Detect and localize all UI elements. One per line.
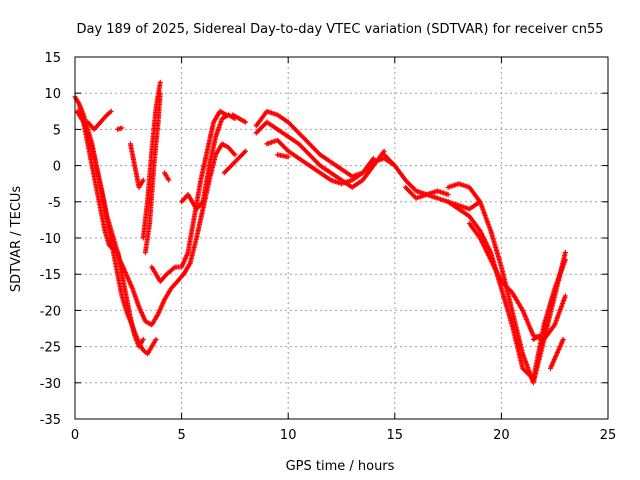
y-tick-label: 5 bbox=[53, 123, 61, 138]
data-point bbox=[166, 177, 172, 183]
data-point bbox=[108, 108, 114, 114]
x-tick-label: 0 bbox=[71, 428, 79, 443]
series-arc11 bbox=[179, 112, 238, 212]
y-tick-label: 15 bbox=[44, 51, 61, 66]
series-arc6 bbox=[127, 141, 146, 190]
axis-ticks: 0 5 10 15 20 25 15 10 5 0 -5 -10 -15 -20 -25 -30 -35 bbox=[40, 51, 617, 443]
y-tick-label: 10 bbox=[44, 87, 61, 102]
series-arc19 bbox=[402, 184, 451, 201]
data-point bbox=[562, 249, 568, 255]
series-arc21 bbox=[445, 199, 568, 382]
y-tick-label: -15 bbox=[40, 268, 61, 283]
series-arc10 bbox=[162, 170, 172, 183]
data-point bbox=[153, 336, 159, 342]
y-tick-label: -25 bbox=[40, 341, 61, 356]
data-point bbox=[243, 148, 249, 154]
data-point bbox=[537, 333, 543, 339]
series-arc4 bbox=[85, 108, 114, 132]
data-point bbox=[285, 154, 291, 160]
series-arc23 bbox=[530, 333, 543, 342]
y-tick-label: -30 bbox=[40, 377, 61, 392]
series-arc8 bbox=[142, 90, 163, 255]
x-tick-label: 5 bbox=[177, 428, 185, 443]
data-point bbox=[562, 257, 568, 263]
series-arc22 bbox=[466, 221, 568, 342]
y-tick-label: 0 bbox=[53, 160, 61, 175]
x-axis-label: GPS time / hours bbox=[286, 459, 395, 474]
x-tick-label: 10 bbox=[280, 428, 297, 443]
x-tick-label: 15 bbox=[387, 428, 404, 443]
grid bbox=[75, 57, 608, 419]
data-point bbox=[140, 177, 146, 183]
series-arc24 bbox=[547, 336, 566, 371]
data-point bbox=[232, 152, 238, 158]
data-point bbox=[119, 125, 125, 131]
series-arc13 bbox=[230, 112, 249, 125]
series-arc12 bbox=[221, 148, 249, 176]
x-tick-label: 25 bbox=[600, 428, 617, 443]
data-point bbox=[243, 119, 249, 125]
data-point bbox=[562, 293, 568, 299]
chart-title: Day 189 of 2025, Sidereal Day-to-day VTE… bbox=[76, 22, 603, 37]
series-arc17 bbox=[275, 152, 291, 160]
plot-frame bbox=[74, 56, 609, 420]
x-tick-label: 20 bbox=[493, 428, 510, 443]
series-arc15 bbox=[253, 119, 387, 190]
data-point bbox=[560, 336, 566, 342]
data-point bbox=[445, 192, 451, 198]
y-axis-label: SDTVAR / TECUs bbox=[9, 186, 24, 293]
data-point bbox=[157, 90, 163, 96]
series-arc5 bbox=[115, 125, 125, 132]
data-points bbox=[72, 79, 568, 386]
y-tick-label: -10 bbox=[40, 232, 61, 247]
y-tick-label: -35 bbox=[40, 413, 61, 428]
y-tick-label: -5 bbox=[48, 196, 61, 211]
series-arc18 bbox=[381, 152, 483, 212]
data-point bbox=[140, 336, 146, 342]
data-point bbox=[157, 79, 163, 85]
y-tick-label: -20 bbox=[40, 304, 61, 319]
